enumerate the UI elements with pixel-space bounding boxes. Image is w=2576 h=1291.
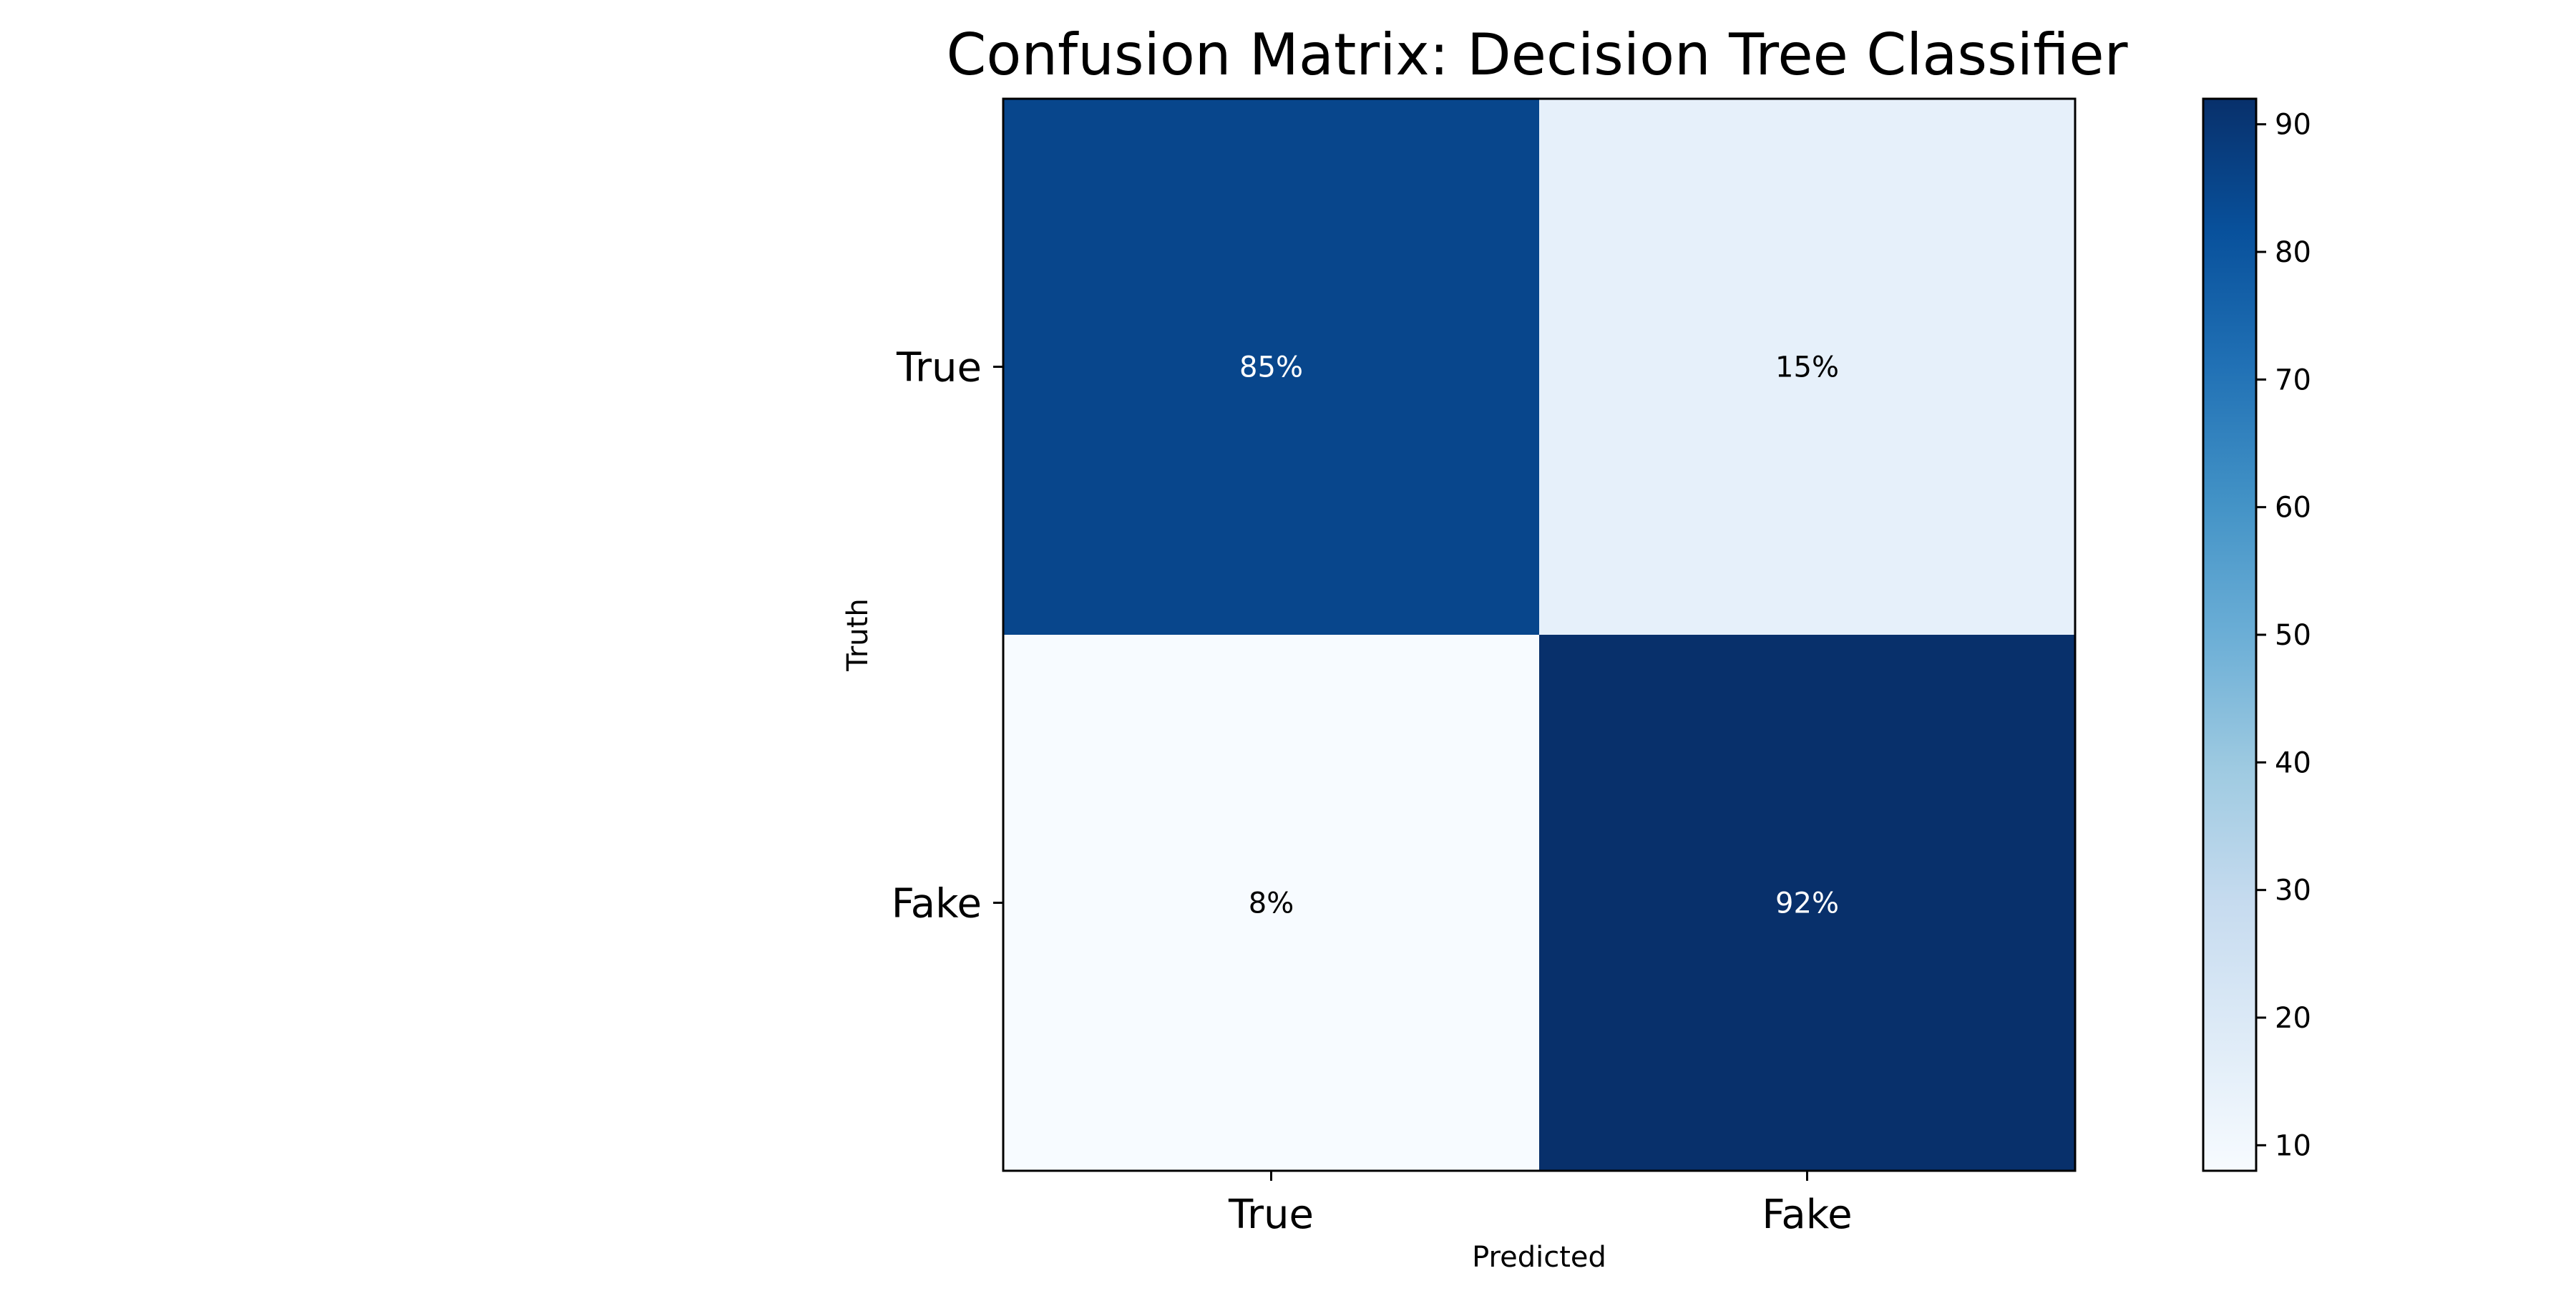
y-tick-label-0: True (896, 345, 982, 391)
y-axis-ticks: True Fake (892, 345, 1003, 927)
heatmap-cell-1-0 (1003, 635, 1540, 1171)
colorbar-ticks: 10 20 30 40 50 60 70 80 90 (2256, 109, 2311, 1162)
cell-value-label-0-0: 85% (1239, 351, 1303, 384)
colorbar-tick-label-7: 80 (2275, 236, 2311, 269)
heatmap-cell-0-1 (1539, 99, 2076, 635)
cell-value-label-1-0: 8% (1249, 887, 1294, 920)
colorbar-tick-label-1: 20 (2275, 1002, 2311, 1035)
colorbar-tick-label-8: 90 (2275, 109, 2311, 142)
colorbar-tick-label-0: 10 (2275, 1129, 2311, 1162)
heatmap-cell-labels: 85% 15% 8% 92% (1239, 351, 1839, 920)
chart-title: Confusion Matrix: Decision Tree Classifi… (947, 21, 2128, 88)
y-axis-label: Truth (841, 598, 874, 671)
colorbar-tick-label-5: 60 (2275, 492, 2311, 525)
heatmap-cells (1003, 99, 2076, 1171)
x-axis-ticks: True Fake (1228, 1171, 1853, 1238)
x-axis-label: Predicted (1472, 1241, 1606, 1274)
cell-value-label-1-1: 92% (1775, 887, 1839, 920)
colorbar-tick-label-4: 50 (2275, 619, 2311, 652)
y-tick-label-1: Fake (892, 881, 982, 927)
heatmap-cell-1-1 (1539, 635, 2076, 1171)
cell-value-label-0-1: 15% (1775, 351, 1839, 384)
x-tick-label-0: True (1228, 1192, 1314, 1238)
plot-frame (1002, 97, 2077, 1172)
colorbar-tick-label-6: 70 (2275, 364, 2311, 396)
colorbar-tick-label-3: 40 (2275, 746, 2311, 779)
x-tick-label-1: Fake (1762, 1192, 1852, 1238)
colorbar-tick-label-2: 30 (2275, 875, 2311, 907)
heatmap-cell-0-0 (1003, 99, 1540, 635)
colorbar (2202, 97, 2258, 1172)
